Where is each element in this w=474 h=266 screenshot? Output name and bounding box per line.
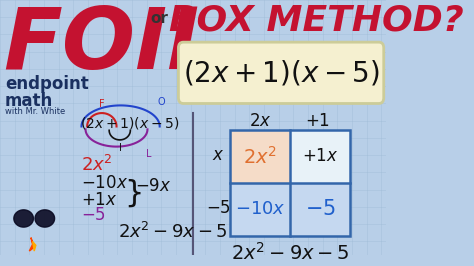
Bar — [230, 130, 290, 183]
Text: I: I — [119, 143, 122, 153]
Text: $+1$: $+1$ — [305, 113, 330, 130]
FancyBboxPatch shape — [178, 42, 384, 103]
Text: $(2x + 1)(x - 5)$: $(2x + 1)(x - 5)$ — [182, 58, 380, 87]
Text: $-5$: $-5$ — [206, 200, 231, 217]
Bar — [230, 183, 290, 236]
Bar — [290, 130, 350, 183]
Polygon shape — [29, 238, 34, 251]
Text: FOIL: FOIL — [3, 4, 222, 87]
Text: endpoint: endpoint — [5, 75, 89, 93]
Bar — [230, 130, 350, 236]
Text: $-5$: $-5$ — [82, 207, 107, 224]
Text: $2x$: $2x$ — [249, 113, 272, 130]
Text: $2x^2-9x-5$: $2x^2-9x-5$ — [118, 222, 228, 242]
Text: $2x^2$: $2x^2$ — [82, 155, 113, 175]
Text: $+1x$: $+1x$ — [302, 148, 338, 165]
Text: O: O — [157, 97, 165, 107]
Text: BOX METHOD?: BOX METHOD? — [169, 4, 464, 38]
Polygon shape — [35, 210, 55, 227]
Text: math: math — [5, 92, 53, 110]
Text: $\}$: $\}$ — [124, 177, 141, 209]
Text: $2x^2$: $2x^2$ — [243, 146, 277, 168]
Polygon shape — [14, 210, 33, 227]
Text: $(2x + 1)(x - 5)$: $(2x + 1)(x - 5)$ — [80, 115, 179, 131]
Text: F: F — [99, 99, 105, 109]
Text: L: L — [146, 149, 151, 160]
Text: $-10x$: $-10x$ — [235, 200, 285, 218]
Text: or: or — [151, 11, 169, 27]
Text: $x$: $x$ — [212, 147, 225, 164]
Text: with Mr. White: with Mr. White — [5, 107, 65, 116]
Text: $-9x$: $-9x$ — [135, 178, 172, 195]
Text: $+1x$: $+1x$ — [82, 192, 118, 209]
Polygon shape — [33, 242, 36, 251]
Text: $-10x$: $-10x$ — [82, 175, 128, 192]
Text: $2x^2-9x - 5$: $2x^2-9x - 5$ — [231, 242, 349, 263]
Text: $-5$: $-5$ — [305, 199, 336, 219]
Bar — [290, 183, 350, 236]
